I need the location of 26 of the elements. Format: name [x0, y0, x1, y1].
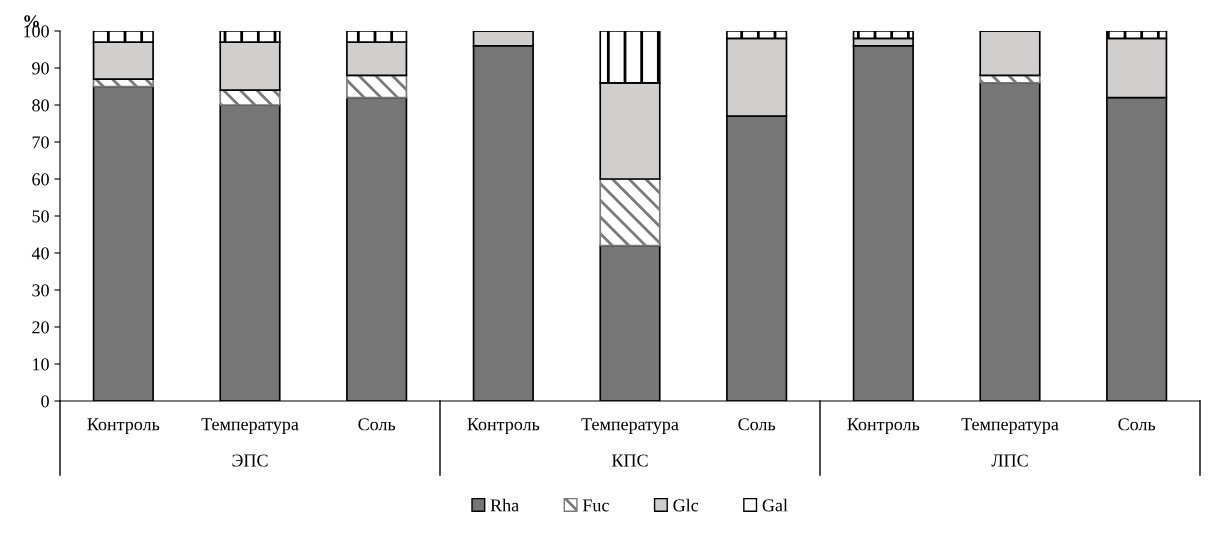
text: ЛПС [991, 454, 1028, 467]
y-tick-label: 80 [32, 99, 49, 112]
y-tick-label: 90 [32, 62, 49, 75]
y-tick-label: 60 [32, 173, 49, 186]
x-tick-label: Температура [581, 418, 679, 435]
y-tick-label: 0 [41, 395, 49, 408]
y-tick-label: 70 [32, 136, 49, 149]
legend-label: Glc [673, 498, 699, 512]
x-tick-label: Контроль [87, 418, 160, 435]
text: КПС [611, 454, 648, 467]
x-tick-label: Соль [1118, 418, 1156, 431]
x-tick-label: Контроль [847, 418, 920, 435]
y-tick-label: 10 [33, 358, 49, 371]
y-tick-label: 40 [31, 247, 49, 260]
y-tick-label: 30 [32, 284, 49, 297]
y-tick-label: 50 [32, 210, 49, 223]
y-tick-label: 20 [32, 321, 49, 334]
x-tick-label: Температура [201, 418, 299, 435]
x-tick-label: Соль [738, 418, 776, 431]
legend-label: Gal [762, 498, 788, 512]
legend-label: Fuc [582, 499, 609, 512]
text: ЭПС [232, 454, 268, 467]
x-tick-label: Температура [961, 418, 1059, 435]
x-tick-label: Контроль [467, 418, 540, 435]
legend-label: Rha [490, 498, 519, 512]
x-tick-label: Соль [358, 418, 396, 431]
